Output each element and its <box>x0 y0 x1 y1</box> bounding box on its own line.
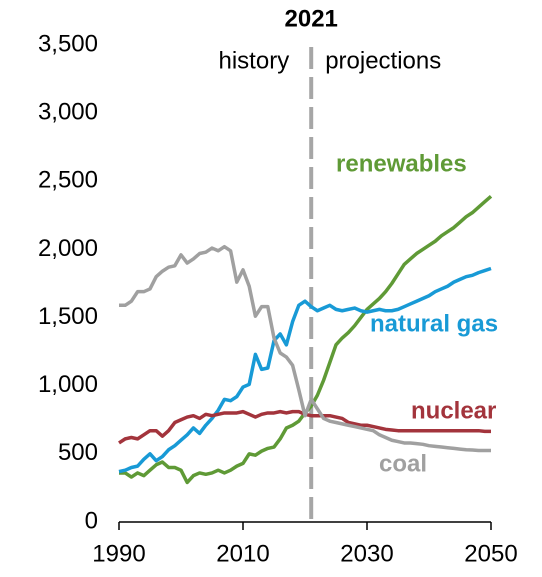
series-label: nuclear <box>411 397 496 424</box>
x-tick-label: 2050 <box>464 540 517 567</box>
y-tick-label: 2,500 <box>38 167 98 194</box>
y-tick-label: 1,500 <box>38 303 98 330</box>
y-tick-label: 500 <box>58 439 98 466</box>
y-tick-label: 3,500 <box>38 30 98 57</box>
x-tick-label: 1990 <box>92 540 145 567</box>
x-tick-label: 2010 <box>216 540 269 567</box>
series-line <box>119 194 493 485</box>
series-line <box>119 244 491 453</box>
y-tick-label: 0 <box>85 507 98 534</box>
y-tick-label: 3,000 <box>38 98 98 125</box>
series-label: natural gas <box>370 310 498 337</box>
annotation: history <box>219 47 290 74</box>
y-tick-label: 2,000 <box>38 235 98 262</box>
series-label: coal <box>379 450 427 477</box>
annotation: projections <box>325 47 441 74</box>
y-tick-label: 1,000 <box>38 371 98 398</box>
series-line <box>118 266 492 474</box>
x-tick-label: 2030 <box>340 540 393 567</box>
series-label: renewables <box>336 150 467 177</box>
divider-label: 2021 <box>285 5 338 32</box>
